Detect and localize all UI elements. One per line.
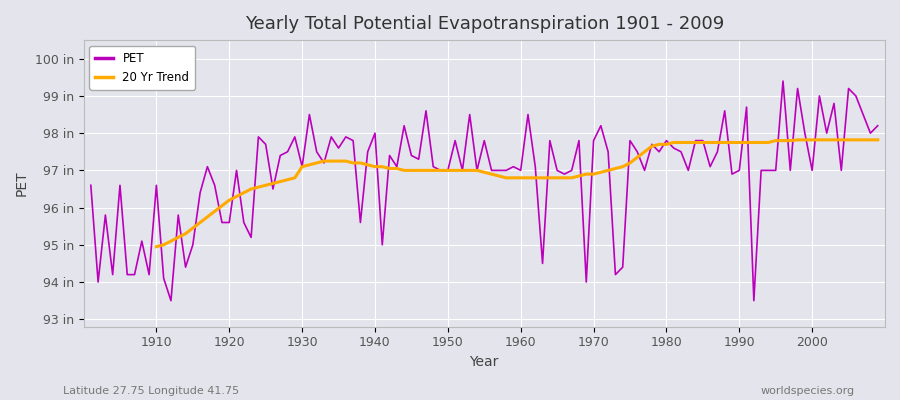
PET: [144, 272, 155, 277]
20 Yr Trend: [792, 138, 803, 142]
Line: 20 Yr Trend: 20 Yr Trend: [157, 140, 878, 247]
PET: [872, 123, 883, 128]
PET: [166, 298, 176, 303]
PET: [523, 112, 534, 117]
PET: [86, 183, 96, 188]
Title: Yearly Total Potential Evapotranspiration 1901 - 2009: Yearly Total Potential Evapotranspiratio…: [245, 15, 724, 33]
20 Yr Trend: [872, 138, 883, 142]
Text: worldspecies.org: worldspecies.org: [760, 386, 855, 396]
20 Yr Trend: [319, 159, 329, 164]
20 Yr Trend: [151, 244, 162, 249]
Y-axis label: PET: PET: [15, 171, 29, 196]
20 Yr Trend: [580, 172, 591, 176]
Line: PET: PET: [91, 81, 878, 301]
X-axis label: Year: Year: [470, 355, 499, 369]
PET: [516, 168, 526, 173]
PET: [778, 79, 788, 84]
Legend: PET, 20 Yr Trend: PET, 20 Yr Trend: [89, 46, 195, 90]
PET: [610, 272, 621, 277]
20 Yr Trend: [523, 176, 534, 180]
PET: [355, 220, 365, 225]
20 Yr Trend: [290, 176, 301, 180]
Text: Latitude 27.75 Longitude 41.75: Latitude 27.75 Longitude 41.75: [63, 386, 239, 396]
PET: [311, 149, 322, 154]
20 Yr Trend: [822, 138, 832, 142]
20 Yr Trend: [843, 138, 854, 142]
